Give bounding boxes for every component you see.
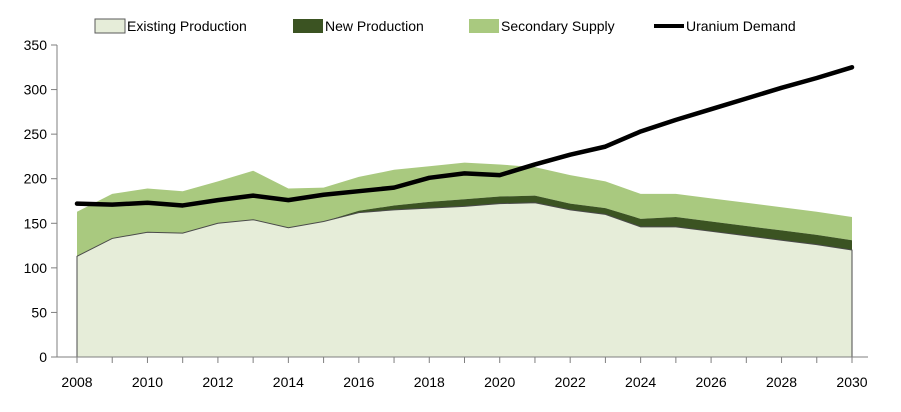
y-tick-label: 100 bbox=[24, 260, 48, 276]
x-tick-label: 2020 bbox=[484, 374, 515, 390]
area-secondary-supply bbox=[77, 162, 852, 257]
legend-item-uranium-demand: Uranium Demand bbox=[654, 18, 796, 34]
x-tick-label: 2026 bbox=[696, 374, 727, 390]
legend-item-secondary-supply: Secondary Supply bbox=[469, 18, 615, 34]
line-uranium-demand bbox=[74, 65, 855, 208]
legend-label-secondary-supply: Secondary Supply bbox=[501, 18, 615, 34]
legend-label-uranium-demand: Uranium Demand bbox=[686, 18, 796, 34]
plot-area bbox=[74, 65, 855, 358]
x-tick-label: 2010 bbox=[132, 374, 163, 390]
x-tick-label: 2012 bbox=[202, 374, 233, 390]
legend-item-new-production: New Production bbox=[293, 18, 424, 34]
legend-label-new-production: New Production bbox=[325, 18, 424, 34]
x-tick-label: 2028 bbox=[766, 374, 797, 390]
x-tick-label: 2022 bbox=[555, 374, 586, 390]
y-tick-label: 150 bbox=[24, 215, 48, 231]
y-tick-label: 300 bbox=[24, 82, 48, 98]
legend-item-existing-production: Existing Production bbox=[94, 18, 247, 34]
x-tick-label: 2014 bbox=[273, 374, 304, 390]
x-tick-label: 2030 bbox=[836, 374, 867, 390]
x-tick-label: 2018 bbox=[414, 374, 445, 390]
legend: Existing Production New Production Secon… bbox=[94, 18, 796, 34]
y-tick-label: 50 bbox=[31, 304, 47, 320]
x-tick-label: 2016 bbox=[343, 374, 374, 390]
y-tick-label: 350 bbox=[24, 37, 48, 53]
legend-swatch-existing-production bbox=[94, 18, 126, 34]
y-tick-label: 200 bbox=[24, 171, 48, 187]
x-tick-label: 2008 bbox=[61, 374, 92, 390]
axes: 0 50 100 150 200 250 300 350 2008 2010 2012 2014 201… bbox=[24, 37, 868, 390]
x-tick-label: 2024 bbox=[625, 374, 656, 390]
y-tick-label: 0 bbox=[39, 349, 47, 365]
legend-swatch-new-production bbox=[293, 19, 323, 33]
legend-swatch-secondary-supply bbox=[469, 19, 499, 33]
legend-label-existing-production: Existing Production bbox=[127, 18, 247, 34]
y-tick-label: 250 bbox=[24, 126, 48, 142]
area-new-production bbox=[77, 195, 852, 257]
